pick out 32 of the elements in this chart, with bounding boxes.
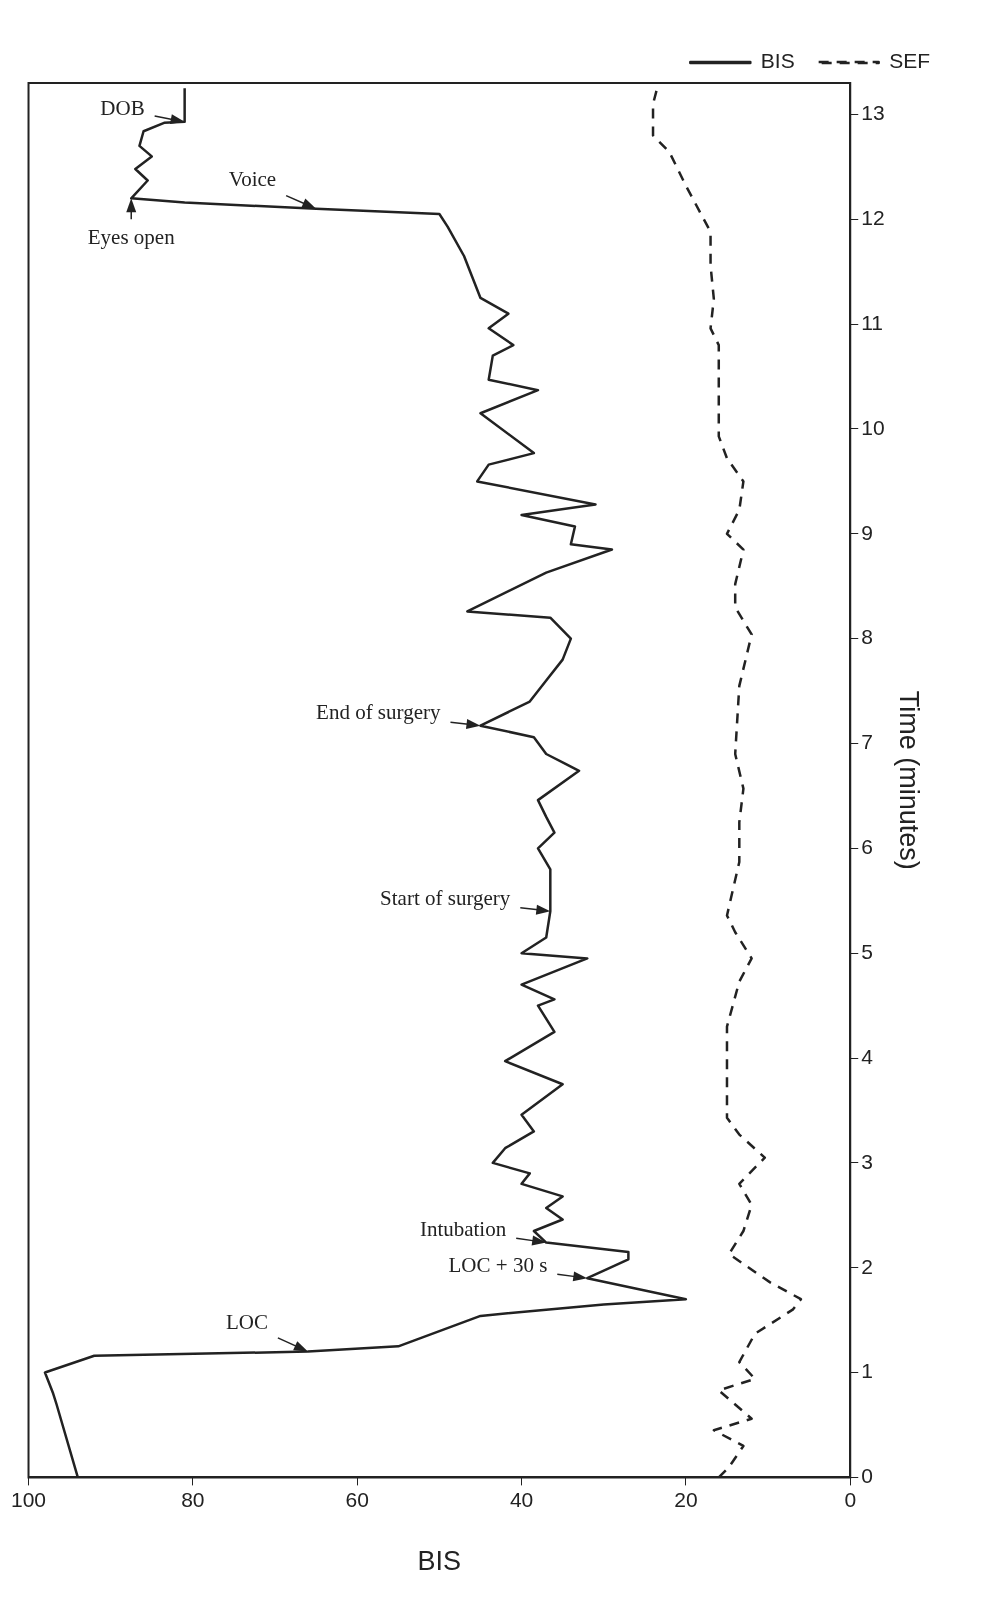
legend-label: BIS: [760, 49, 795, 73]
legend-label: SEF: [889, 49, 930, 73]
x-tick-label: 100: [11, 1487, 47, 1511]
annotation: Start of surgery: [380, 885, 511, 910]
annotation: Intubation: [419, 1217, 507, 1242]
y-tick-label: 8: [861, 625, 873, 649]
y-tick-label: 5: [861, 939, 873, 963]
y-axis-title: Time (minutes): [894, 690, 925, 870]
y-tick-label: 7: [861, 730, 873, 754]
y-tick-label: 4: [861, 1044, 874, 1068]
y-tick-label: 6: [861, 835, 873, 859]
x-tick-label: 60: [345, 1487, 369, 1511]
annotation: DOB: [100, 96, 145, 121]
y-tick-label: 12: [861, 206, 885, 230]
annotation: LOC: [225, 1310, 268, 1335]
y-tick-label: 2: [861, 1254, 873, 1278]
y-tick-label: 11: [861, 310, 884, 334]
x-tick-label: 0: [844, 1487, 857, 1511]
x-tick-label: 40: [509, 1487, 534, 1511]
annotation: LOC + 30 s: [448, 1252, 548, 1277]
y-tick-label: 9: [861, 520, 873, 544]
y-tick-label: 3: [861, 1149, 873, 1173]
y-tick-label: 0: [861, 1464, 873, 1488]
y-tick-label: 1: [861, 1359, 873, 1383]
y-tick-label: 10: [861, 415, 885, 439]
y-tick-label: 13: [861, 101, 885, 125]
annotation: End of surgery: [316, 700, 441, 725]
x-tick-label: 80: [181, 1487, 205, 1511]
x-tick-label: 20: [674, 1487, 698, 1511]
annotation: Eyes open: [87, 224, 176, 249]
annotation: Voice: [228, 167, 277, 192]
x-axis-title: BIS: [417, 1546, 462, 1577]
